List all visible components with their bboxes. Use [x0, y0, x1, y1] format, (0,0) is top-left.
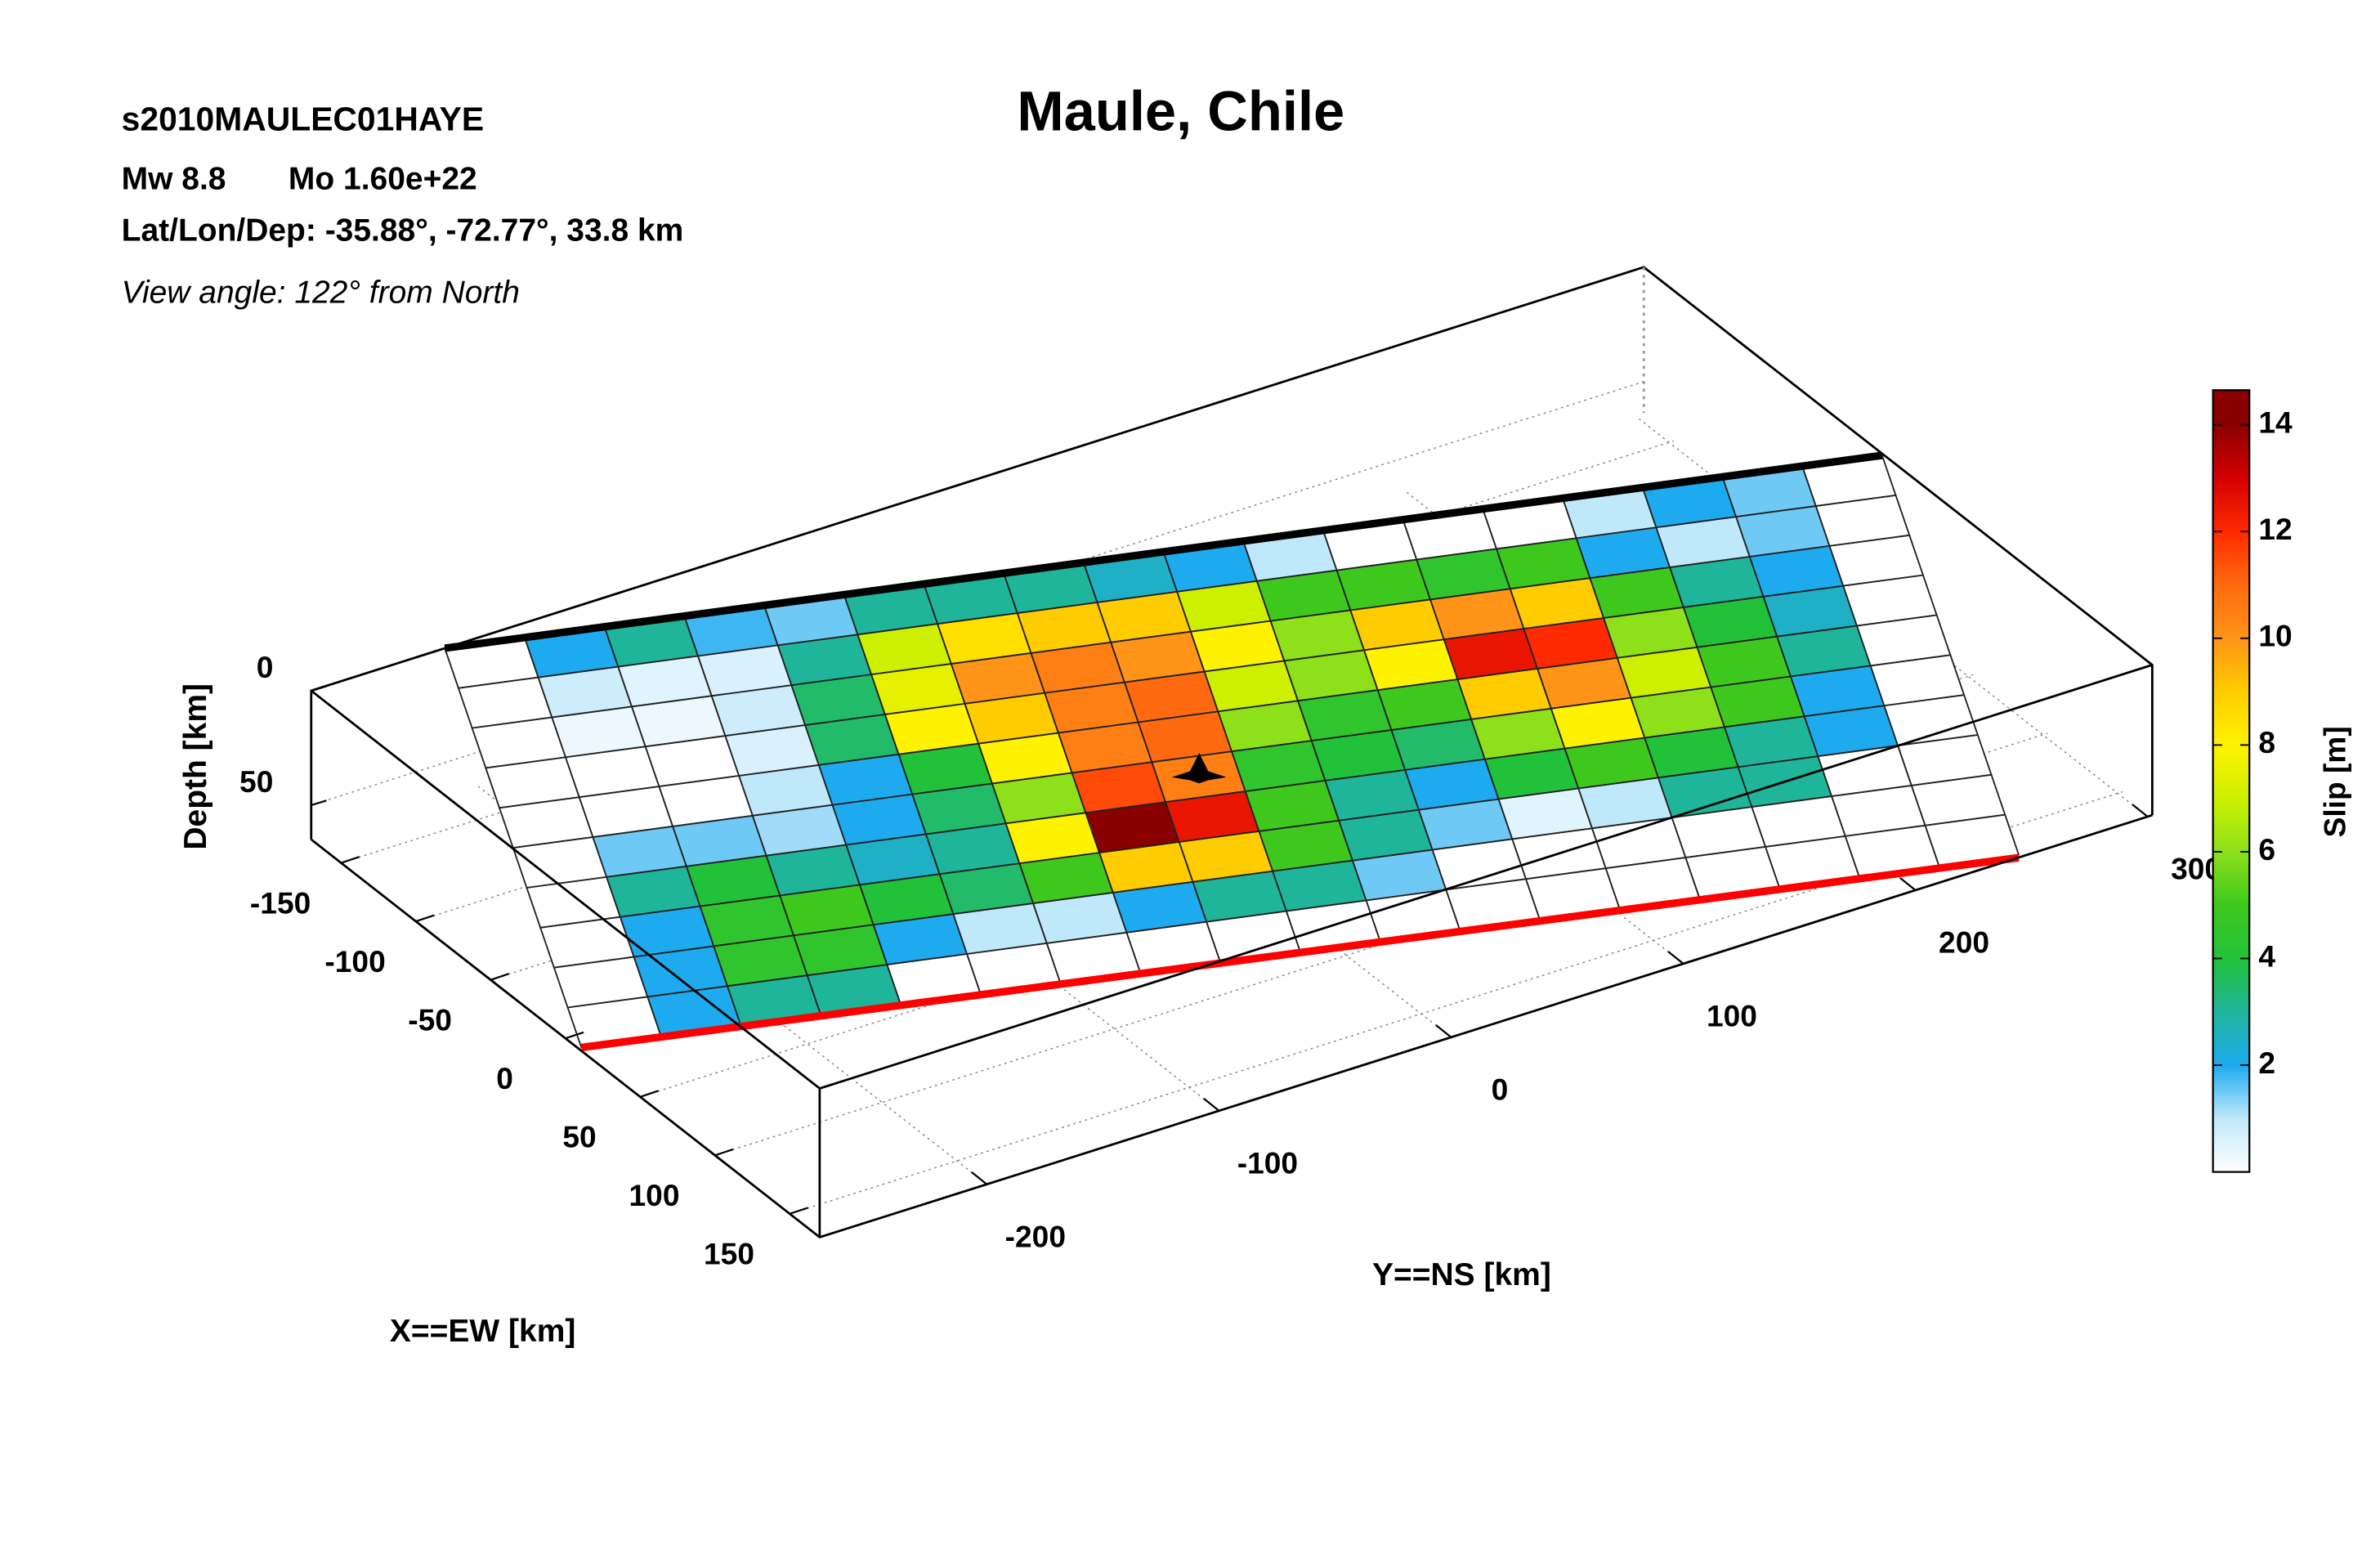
- tick-mark: [2132, 804, 2149, 817]
- chart-title: Maule, Chile: [1017, 79, 1344, 142]
- colorbar-tick-label: 2: [2258, 1046, 2275, 1080]
- z-axis-label: Depth [km]: [178, 683, 213, 850]
- colorbar-label: Slip [m]: [2318, 726, 2352, 837]
- colorbar-tick-label: 12: [2258, 512, 2292, 546]
- hypocenter: [1171, 753, 1227, 784]
- z-tick-label: 50: [239, 764, 273, 799]
- magnitude: Mw 8.8: [122, 161, 226, 196]
- tick-mark: [311, 799, 327, 807]
- x-axis-label: X==EW [km]: [390, 1314, 575, 1349]
- tick-mark: [565, 1031, 584, 1040]
- tick-mark: [639, 1090, 659, 1098]
- colorbar-tick-label: 10: [2258, 619, 2292, 653]
- tick-mark: [714, 1148, 734, 1157]
- colorbar-fill: [2212, 389, 2251, 1173]
- location: Lat/Lon/Dep: -35.88°, -72.77°, 33.8 km: [122, 213, 684, 248]
- axis-ticks: -200-1000100200300-150-100-5005010015005…: [239, 650, 2221, 1271]
- tick-mark: [311, 685, 327, 692]
- tick-mark: [1203, 1098, 1220, 1112]
- tick-mark: [490, 973, 509, 981]
- tick-mark: [341, 856, 360, 864]
- tick-mark: [1899, 877, 1917, 891]
- y-tick-label: 0: [1492, 1073, 1509, 1107]
- view-angle: View angle: 122° from North: [122, 275, 520, 311]
- x-tick-label: 0: [496, 1061, 513, 1095]
- slip-cell: [1924, 813, 2020, 867]
- x-tick-label: 100: [629, 1178, 680, 1212]
- x-tick-label: 150: [704, 1237, 754, 1271]
- colorbar-tick-label: 6: [2258, 832, 2275, 867]
- fault-top-edge: [444, 451, 1883, 652]
- x-tick-label: 50: [562, 1120, 596, 1154]
- tick-mark: [415, 914, 435, 923]
- z-tick-label: 0: [257, 650, 274, 684]
- y-axis-label: Y==NS [km]: [1372, 1257, 1551, 1292]
- y-tick-label: 100: [1707, 999, 1757, 1033]
- colorbar: 2 4 6 8 10 12 14: [2212, 389, 2293, 1173]
- x-tick-label: -50: [408, 1002, 452, 1037]
- tick-mark: [1435, 1024, 1452, 1038]
- y-tick-label: -100: [1237, 1145, 1298, 1180]
- tick-mark: [789, 1207, 808, 1215]
- tick-mark: [971, 1171, 988, 1185]
- colorbar-tick-label: 4: [2258, 938, 2275, 973]
- moment: Mo 1.60e+22: [289, 161, 477, 196]
- x-tick-label: -100: [324, 944, 385, 979]
- y-tick-label: -200: [1005, 1219, 1066, 1253]
- x-tick-label: -150: [250, 885, 311, 920]
- colorbar-tick-label: 14: [2258, 405, 2293, 440]
- grid-line: [790, 790, 2123, 1215]
- tick-mark: [1667, 951, 1684, 965]
- fault-plane: [443, 455, 2020, 1049]
- fault-surface-trace: [580, 853, 2020, 1051]
- box-frame: [310, 266, 2154, 840]
- y-tick-label: 200: [1939, 925, 1989, 960]
- box-frame-front: [310, 664, 2153, 1239]
- event-id: s2010MAULEC01HAYE: [122, 100, 484, 137]
- colorbar-tick-label: 8: [2258, 725, 2275, 759]
